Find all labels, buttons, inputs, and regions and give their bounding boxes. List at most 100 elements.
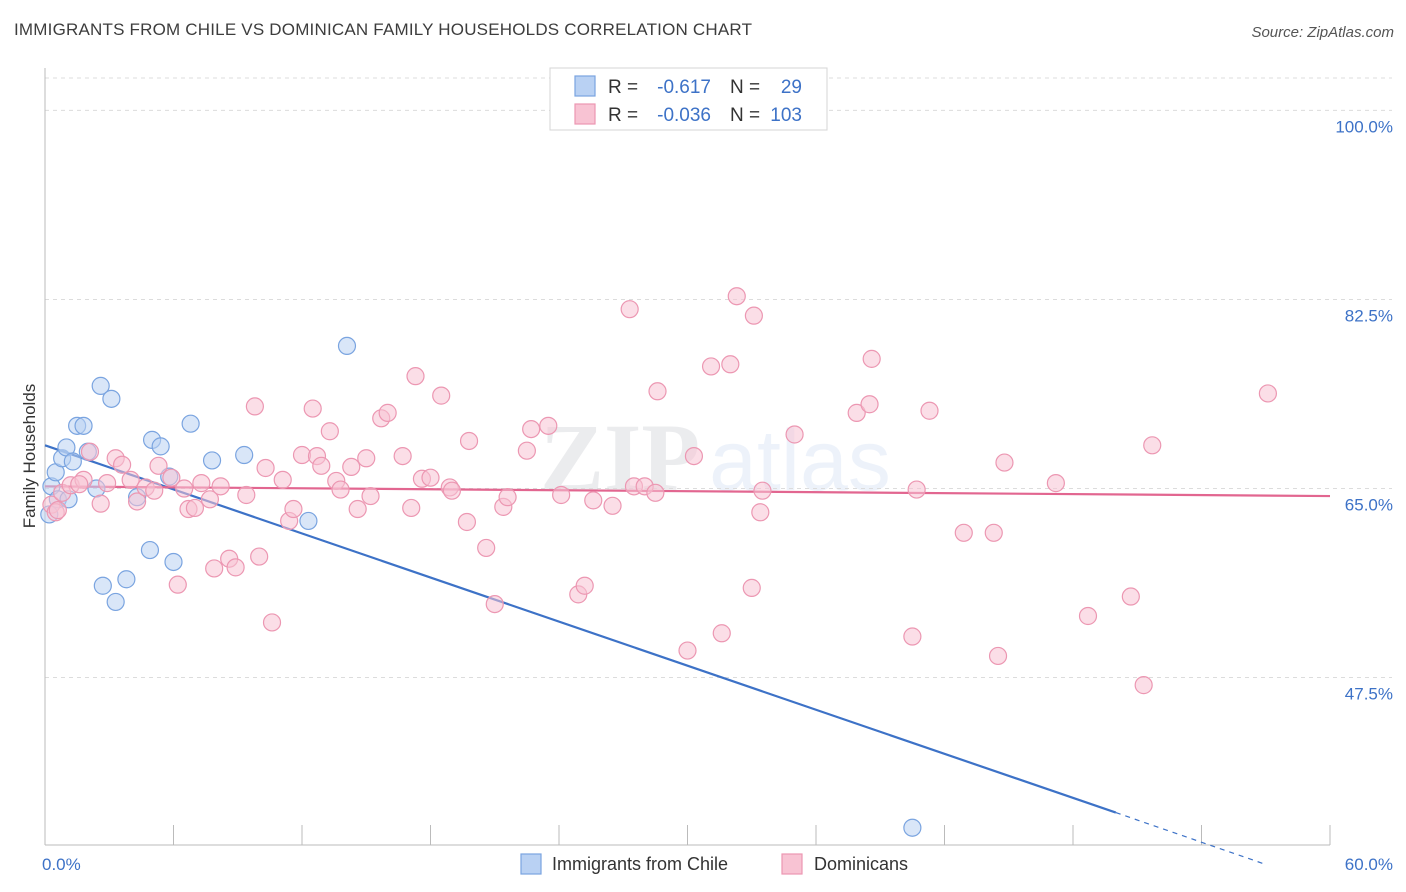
- bottom-legend-label-dominicans: Dominicans: [814, 854, 908, 874]
- dominican-point: [361, 486, 380, 506]
- chile-point: [299, 511, 318, 531]
- dominican-point: [205, 559, 224, 578]
- chile-point: [117, 570, 136, 589]
- legend-n-label-2: N =: [730, 105, 760, 126]
- dominican-point: [192, 474, 211, 493]
- dominican-point: [175, 479, 194, 498]
- dominican-point: [342, 457, 361, 477]
- dominican-point: [211, 477, 230, 496]
- dominican-point: [646, 483, 665, 502]
- chile-point: [106, 592, 125, 612]
- bottom-legend-label-chile: Immigrants from Chile: [552, 854, 728, 874]
- dominican-point: [860, 395, 879, 414]
- dominican-point: [70, 475, 89, 494]
- legend-r-value-2: -0.036: [657, 105, 711, 126]
- dominican-point: [648, 382, 667, 401]
- dominican-point: [273, 470, 292, 489]
- dominican-point: [357, 449, 376, 468]
- axis-layer: 100.0% 82.5% 65.0% 47.5% 0.0% 60.0%: [42, 68, 1393, 874]
- dominican-point: [145, 481, 164, 500]
- dominican-point: [1078, 606, 1098, 626]
- dominican-point: [744, 306, 763, 325]
- legend-n-value-1: 29: [781, 77, 802, 98]
- chile-point: [91, 376, 110, 395]
- dominican-point: [907, 480, 926, 499]
- dominican-point: [91, 494, 110, 513]
- points-layer: [40, 287, 1277, 837]
- y-tick-label: 82.5%: [1345, 306, 1393, 325]
- y-tick-label: 47.5%: [1345, 685, 1393, 704]
- dominican-point: [149, 456, 168, 475]
- dominican-point: [920, 401, 939, 420]
- dominican-point: [620, 300, 639, 319]
- dominican-point: [477, 538, 496, 558]
- dominican-point: [348, 499, 367, 519]
- legend-swatch-blue: [574, 75, 596, 97]
- dominican-point: [168, 575, 187, 594]
- dominican-point: [320, 422, 339, 441]
- dominican-point: [262, 613, 282, 632]
- dominican-point: [378, 403, 397, 422]
- dominican-point: [751, 503, 770, 522]
- y-tick-label: 65.0%: [1345, 496, 1393, 515]
- dominican-point: [312, 456, 331, 475]
- dominican-point: [121, 470, 140, 489]
- dominican-point: [48, 501, 67, 520]
- dominican-point: [421, 468, 440, 487]
- dominican-point: [442, 481, 462, 500]
- bottom-legend: Immigrants from Chile Dominicans: [520, 853, 908, 875]
- dominican-point: [226, 558, 245, 577]
- chile-trend-line: [44, 444, 1117, 814]
- dominican-point: [984, 523, 1003, 542]
- dominican-point: [903, 627, 922, 646]
- dominican-point: [753, 481, 772, 500]
- dominican-point: [539, 416, 558, 435]
- dominican-point: [712, 624, 731, 643]
- dominican-point: [1134, 676, 1153, 695]
- dominican-point: [127, 492, 147, 511]
- chile-point: [181, 414, 200, 433]
- dominican-point: [575, 576, 594, 595]
- dominican-point: [1046, 474, 1065, 493]
- dominican-trend-line: [44, 485, 1331, 498]
- bottom-legend-swatch-blue: [520, 853, 542, 875]
- x-tick-label: 60.0%: [1345, 855, 1393, 874]
- dominican-point: [402, 498, 421, 518]
- dominican-point: [303, 399, 322, 418]
- dominican-point: [552, 485, 571, 505]
- trend-layer: [44, 444, 1331, 866]
- dominican-point: [995, 453, 1014, 472]
- dominican-point: [1143, 436, 1162, 455]
- dominican-point: [988, 646, 1008, 666]
- dominican-point: [485, 594, 504, 614]
- chile-point: [140, 540, 160, 560]
- chile-point: [235, 445, 254, 465]
- legend-r-label-1: R =: [608, 77, 638, 98]
- chile-point: [202, 451, 222, 470]
- y-tick-label: 100.0%: [1335, 117, 1393, 136]
- chile-trend-extension: [1115, 812, 1266, 866]
- dominican-point: [498, 488, 517, 507]
- legend-box: R = -0.617 N = 29 R = -0.036 N = 103: [549, 67, 828, 131]
- legend-n-value-2: 103: [770, 105, 802, 126]
- dominican-point: [284, 499, 303, 519]
- chile-point: [337, 336, 357, 356]
- dominican-point: [603, 496, 622, 515]
- dominican-point: [406, 367, 425, 386]
- dominican-point: [584, 491, 603, 510]
- dominican-point: [80, 442, 100, 461]
- dominican-point: [331, 480, 350, 499]
- dominican-point: [432, 386, 451, 405]
- chart-title: IMMIGRANTS FROM CHILE VS DOMINICAN FAMIL…: [14, 20, 753, 39]
- dominican-point: [678, 641, 697, 660]
- dominican-point: [256, 458, 275, 478]
- chile-point: [903, 818, 922, 837]
- dominican-point: [522, 419, 541, 439]
- dominican-point: [237, 485, 256, 505]
- chart-source: Source: ZipAtlas.com: [1251, 24, 1394, 41]
- y-axis-title: Family Households: [20, 384, 39, 529]
- dominican-point: [200, 490, 220, 509]
- dominican-point: [727, 287, 746, 306]
- legend-r-value-1: -0.617: [657, 77, 711, 98]
- dominican-point: [292, 445, 312, 465]
